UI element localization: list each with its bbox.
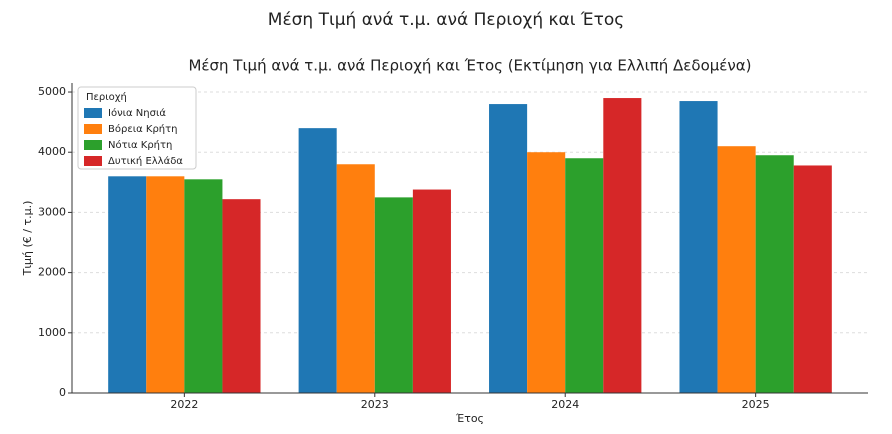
x-tick-label: 2024 bbox=[551, 398, 579, 411]
legend-label: Νότια Κρήτη bbox=[108, 139, 172, 151]
y-tick-label: 0 bbox=[59, 386, 66, 399]
legend-title: Περιοχή bbox=[86, 91, 127, 103]
bar bbox=[603, 98, 642, 393]
bar bbox=[679, 101, 718, 393]
bar bbox=[717, 146, 756, 393]
bar bbox=[146, 176, 185, 393]
bar bbox=[222, 199, 261, 393]
y-tick-label: 3000 bbox=[38, 205, 66, 218]
bar bbox=[489, 104, 528, 393]
bar bbox=[336, 164, 375, 393]
bar bbox=[298, 128, 337, 393]
x-tick-label: 2023 bbox=[361, 398, 389, 411]
y-tick-label: 1000 bbox=[38, 326, 66, 339]
chart-subtitle: Μέση Τιμή ανά τ.μ. ανά Περιοχή και Έτος … bbox=[188, 57, 751, 75]
legend-swatch bbox=[84, 156, 102, 166]
bar bbox=[527, 152, 566, 393]
legend-swatch bbox=[84, 108, 102, 118]
legend-label: Βόρεια Κρήτη bbox=[108, 123, 178, 135]
bar bbox=[184, 179, 223, 393]
bar bbox=[755, 155, 794, 393]
legend-swatch bbox=[84, 140, 102, 150]
x-axis-label: Έτος bbox=[455, 412, 484, 425]
legend-label: Ιόνια Νησιά bbox=[108, 107, 166, 119]
y-tick-label: 2000 bbox=[38, 266, 66, 279]
bar bbox=[412, 189, 451, 393]
legend-label: Δυτική Ελλάδα bbox=[108, 155, 183, 167]
x-tick-label: 2025 bbox=[742, 398, 770, 411]
y-tick-label: 4000 bbox=[38, 145, 66, 158]
legend-swatch bbox=[84, 124, 102, 134]
chart-title: Μέση Τιμή ανά τ.μ. ανά Περιοχή και Έτος bbox=[268, 10, 624, 30]
legend-box bbox=[77, 86, 197, 170]
bar bbox=[108, 176, 147, 393]
bar bbox=[793, 165, 832, 393]
x-tick-label: 2022 bbox=[170, 398, 198, 411]
y-axis-label: Τιμή (€ / τ.μ.) bbox=[21, 201, 34, 277]
bar bbox=[374, 197, 413, 393]
y-tick-label: 5000 bbox=[38, 85, 66, 98]
bar bbox=[565, 158, 604, 393]
